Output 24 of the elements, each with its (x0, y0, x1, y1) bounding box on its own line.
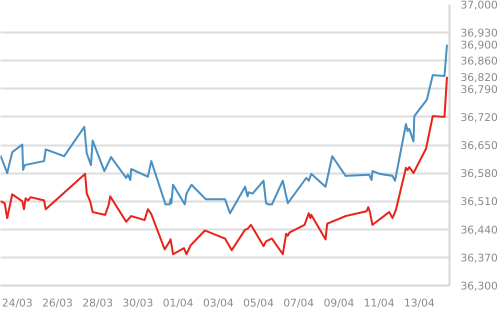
y-tick-label: 36,650 (460, 139, 498, 152)
y-tick-label: 36,510 (460, 195, 498, 208)
x-tick-label: 24/03 (2, 296, 33, 310)
y-tick-label: 36,860 (460, 54, 498, 68)
y-tick-label: 36,580 (460, 167, 498, 180)
x-tick-label: 30/03 (122, 296, 154, 310)
y-tick-label: 36,440 (460, 223, 498, 236)
x-tick-label: 13/04 (404, 296, 435, 310)
y-tick-label: 36,930 (460, 26, 498, 40)
x-tick-label: 01/04 (162, 296, 194, 310)
x-tick-label: 11/04 (364, 296, 395, 310)
y-tick-label: 36,300 (460, 280, 498, 292)
y-tick-label: 36,820 (460, 70, 498, 84)
y-tick-label: 37,000 (460, 0, 498, 12)
x-tick-label: 28/03 (82, 296, 114, 310)
x-tick-label: 03/04 (202, 296, 234, 310)
x-tick-label: 09/04 (324, 296, 354, 310)
x-tick-label: 07/04 (283, 296, 314, 310)
y-tick-label: 36,790 (460, 82, 498, 96)
x-tick-label: 05/04 (243, 296, 274, 310)
y-tick-label: 36,370 (460, 251, 498, 264)
y-tick-label: 36,720 (460, 110, 498, 124)
y-tick-label: 36,900 (460, 38, 498, 52)
x-tick-label: 26/03 (42, 296, 73, 310)
